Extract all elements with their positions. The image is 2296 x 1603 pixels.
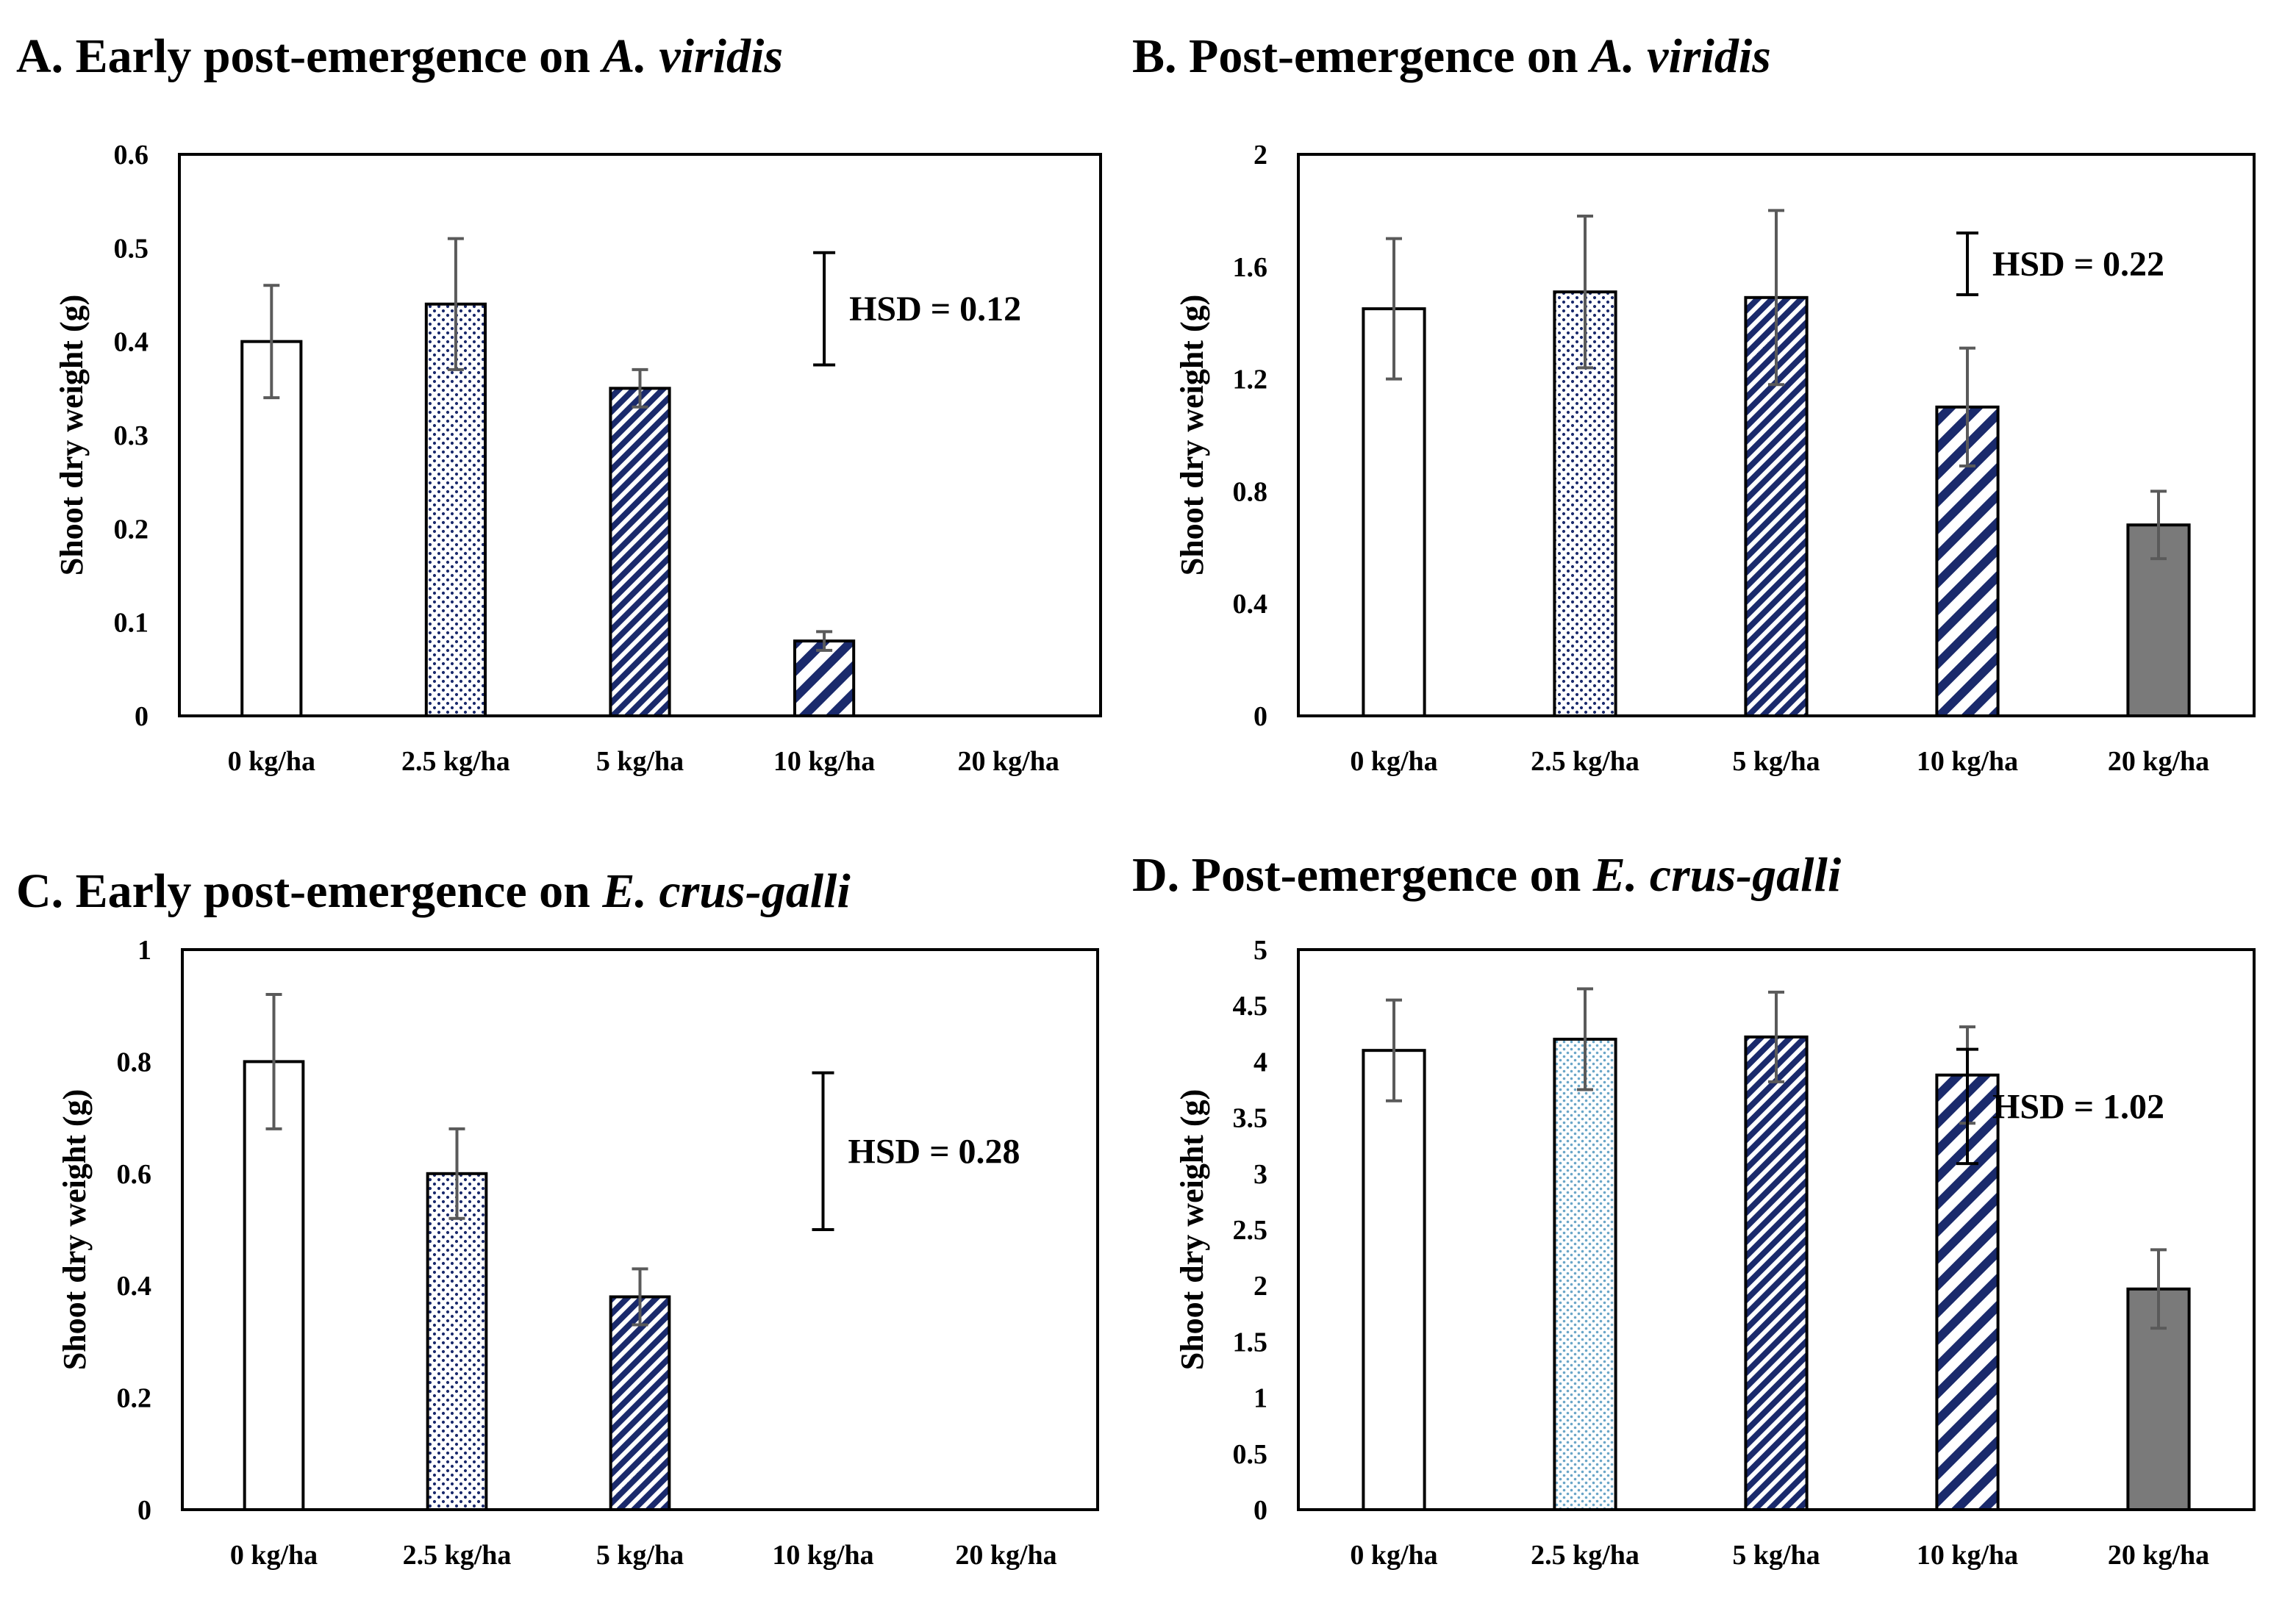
panel-a-y-ticks: 0 0.1 0.2 0.3 0.4 0.5 0.6 bbox=[114, 140, 149, 732]
y-tick-label: 0.5 bbox=[1233, 1439, 1268, 1470]
y-tick-label: 1.5 bbox=[1233, 1327, 1268, 1358]
panel-a-plot-frame bbox=[178, 153, 1102, 717]
x-tick-label: 5 kg/ha bbox=[596, 746, 684, 777]
y-tick-label: 0.2 bbox=[117, 1383, 152, 1414]
panel-a-title: A. Early post-emergence on A. viridis bbox=[16, 29, 783, 83]
bar bbox=[1553, 1037, 1617, 1512]
panel-d-title: D. Post-emergence on E. crus-galli bbox=[1132, 848, 1842, 902]
x-tick-label: 10 kg/ha bbox=[772, 1540, 873, 1571]
panel-a-y-axis-title: Shoot dry weight (g) bbox=[54, 295, 90, 576]
x-tick-label: 5 kg/ha bbox=[1732, 746, 1820, 777]
x-tick-label: 20 kg/ha bbox=[958, 746, 1059, 777]
panel-b-x-ticks: 0 kg/ha 2.5 kg/ha 5 kg/ha 10 kg/ha 20 kg/ha bbox=[1350, 746, 2209, 777]
x-tick-label: 0 kg/ha bbox=[230, 1540, 318, 1571]
y-tick-label: 0.5 bbox=[114, 233, 149, 264]
bar bbox=[240, 340, 303, 717]
x-tick-label: 5 kg/ha bbox=[1732, 1540, 1820, 1571]
bar bbox=[1362, 1049, 1426, 1512]
x-tick-label: 20 kg/ha bbox=[2108, 746, 2209, 777]
panel-a: A. Early post-emergence on A. viridis Sh… bbox=[16, 29, 1102, 777]
x-tick-label: 10 kg/ha bbox=[1917, 1540, 2018, 1571]
x-tick-label: 2.5 kg/ha bbox=[1531, 1540, 1639, 1571]
y-tick-label: 0.6 bbox=[117, 1159, 152, 1190]
bar bbox=[793, 639, 856, 718]
panel-d-x-ticks: 0 kg/ha 2.5 kg/ha 5 kg/ha 10 kg/ha 20 kg/ha bbox=[1350, 1540, 2209, 1571]
y-tick-label: 3.5 bbox=[1233, 1103, 1268, 1134]
panel-a-error-bars bbox=[263, 237, 833, 652]
x-tick-label: 2.5 kg/ha bbox=[401, 746, 510, 777]
x-tick-label: 5 kg/ha bbox=[596, 1540, 684, 1571]
bar bbox=[609, 1295, 671, 1511]
y-tick-label: 1 bbox=[1253, 1383, 1267, 1414]
panel-b-y-axis-title: Shoot dry weight (g) bbox=[1174, 295, 1210, 576]
panel-c-error-bars bbox=[265, 992, 648, 1327]
y-tick-label: 2 bbox=[1253, 1271, 1267, 1302]
panel-b-plot-frame bbox=[1297, 153, 2256, 717]
panel-d-y-ticks: 0 0.5 1 1.5 2 2.5 3 3.5 4 4.5 5 bbox=[1233, 935, 1268, 1526]
hsd-label: HSD = 1.02 bbox=[1992, 1087, 2164, 1126]
panel-c-hsd: HSD = 0.28 bbox=[812, 1071, 1020, 1231]
panel-a-x-ticks: 0 kg/ha 2.5 kg/ha 5 kg/ha 10 kg/ha 20 kg/ha bbox=[228, 746, 1059, 777]
y-tick-label: 0 bbox=[1253, 701, 1267, 732]
bar bbox=[424, 302, 487, 717]
panel-b-error-bars bbox=[1386, 209, 2167, 561]
panel-d: D. Post-emergence on E. crus-galli Shoot… bbox=[1132, 848, 2256, 1571]
y-tick-label: 0.8 bbox=[1233, 476, 1268, 507]
y-tick-label: 4 bbox=[1253, 1047, 1267, 1077]
y-tick-label: 0.6 bbox=[114, 140, 149, 171]
x-tick-label: 0 kg/ha bbox=[1350, 746, 1437, 777]
hsd-label: HSD = 0.22 bbox=[1992, 245, 2164, 284]
y-tick-label: 2.5 bbox=[1233, 1215, 1268, 1246]
y-tick-label: 0.2 bbox=[114, 514, 149, 545]
x-tick-label: 0 kg/ha bbox=[228, 746, 315, 777]
y-tick-label: 1.6 bbox=[1233, 252, 1268, 283]
x-tick-label: 20 kg/ha bbox=[2108, 1540, 2209, 1571]
y-tick-label: 1 bbox=[137, 935, 151, 966]
panel-a-hsd: HSD = 0.12 bbox=[813, 251, 1021, 367]
panel-b: B. Post-emergence on A. viridis Shoot dr… bbox=[1132, 29, 2256, 777]
panel-b-title: B. Post-emergence on A. viridis bbox=[1132, 29, 1771, 83]
hsd-label: HSD = 0.12 bbox=[849, 290, 1021, 329]
y-tick-label: 0.4 bbox=[117, 1271, 152, 1302]
y-tick-label: 3 bbox=[1253, 1159, 1267, 1190]
bar bbox=[426, 1172, 488, 1512]
panel-d-bars bbox=[1362, 1035, 2191, 1512]
y-tick-label: 0.8 bbox=[117, 1047, 152, 1077]
y-tick-label: 0.1 bbox=[114, 608, 149, 639]
panel-b-hsd: HSD = 0.22 bbox=[1956, 231, 2164, 296]
y-tick-label: 0.4 bbox=[114, 327, 149, 358]
panel-c-plot-frame bbox=[181, 948, 1099, 1511]
x-tick-label: 20 kg/ha bbox=[955, 1540, 1056, 1571]
panel-d-plot-frame bbox=[1297, 948, 2256, 1511]
y-tick-label: 0.3 bbox=[114, 420, 149, 451]
y-tick-label: 1.2 bbox=[1233, 365, 1268, 395]
x-tick-label: 10 kg/ha bbox=[773, 746, 875, 777]
y-tick-label: 5 bbox=[1253, 935, 1267, 966]
y-tick-label: 4.5 bbox=[1233, 991, 1268, 1022]
panel-d-hsd: HSD = 1.02 bbox=[1956, 1047, 2164, 1166]
y-tick-label: 0 bbox=[135, 701, 149, 732]
y-tick-label: 0.4 bbox=[1233, 589, 1268, 620]
y-tick-label: 0 bbox=[137, 1495, 151, 1526]
panel-c-x-ticks: 0 kg/ha 2.5 kg/ha 5 kg/ha 10 kg/ha 20 kg/ha bbox=[230, 1540, 1057, 1571]
bar bbox=[609, 387, 671, 717]
bar bbox=[1744, 1035, 1809, 1511]
y-tick-label: 2 bbox=[1253, 140, 1267, 171]
panel-b-y-ticks: 0 0.4 0.8 1.2 1.6 2 bbox=[1233, 140, 1268, 732]
y-tick-label: 0 bbox=[1253, 1495, 1267, 1526]
panel-c-y-ticks: 0 0.2 0.4 0.6 0.8 1 bbox=[117, 935, 152, 1526]
panel-a-bars bbox=[240, 302, 856, 718]
x-tick-label: 2.5 kg/ha bbox=[1531, 746, 1639, 777]
x-tick-label: 0 kg/ha bbox=[1350, 1540, 1437, 1571]
x-tick-label: 2.5 kg/ha bbox=[403, 1540, 512, 1571]
panel-c: C. Early post-emergence on E. crus-galli… bbox=[16, 864, 1099, 1571]
panel-c-title: C. Early post-emergence on E. crus-galli bbox=[16, 864, 851, 918]
hsd-label: HSD = 0.28 bbox=[848, 1132, 1020, 1171]
panel-c-y-axis-title: Shoot dry weight (g) bbox=[57, 1089, 93, 1371]
x-tick-label: 10 kg/ha bbox=[1917, 746, 2018, 777]
panel-d-y-axis-title: Shoot dry weight (g) bbox=[1174, 1089, 1210, 1371]
